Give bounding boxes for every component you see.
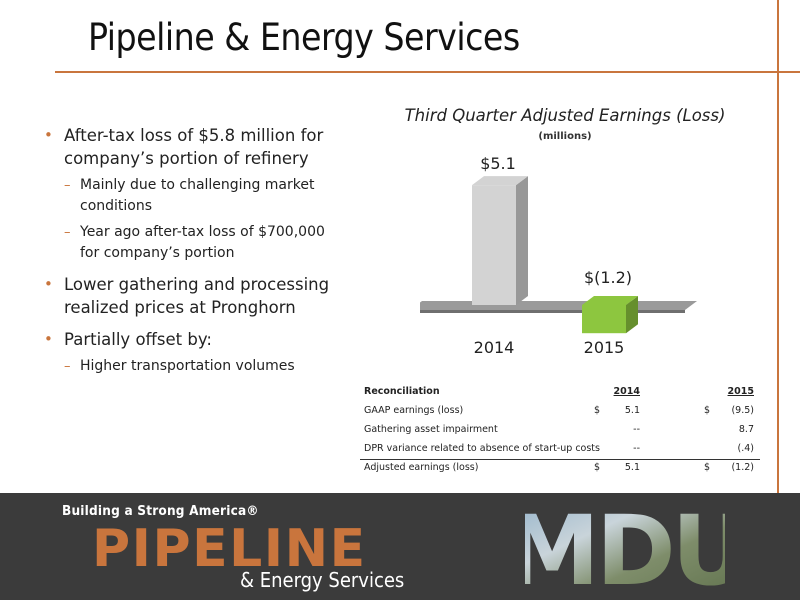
mdu-logo: MDU: [525, 498, 725, 590]
table-total-row: Adjusted earnings (loss) $ 5.1 $ (1.2): [360, 459, 760, 478]
table-header-row: Reconciliation 2014 2015: [360, 383, 760, 402]
vertical-accent-line: [777, 0, 779, 493]
bullet-dot-icon: •: [44, 275, 53, 293]
value-2014: --: [633, 424, 640, 435]
sub-bullet-item: – Mainly due to challenging market condit…: [38, 175, 338, 217]
sub-bullet-item: – Higher transportation volumes: [38, 356, 338, 377]
bar-2015: [582, 305, 626, 334]
bullet-item: • Partially offset by:: [38, 328, 338, 351]
value-2014: 5.1: [624, 462, 640, 473]
sub-bullet-text: Higher transportation volumes: [80, 358, 295, 374]
row-label: DPR variance related to absence of start…: [364, 443, 600, 454]
row-label: Gathering asset impairment: [364, 424, 498, 435]
title-underline: [55, 71, 800, 73]
earnings-chart: $5.1 2014 $(1.2) 2015: [420, 154, 697, 357]
footer-banner: [0, 493, 800, 600]
tagline: Building a Strong America®: [62, 503, 259, 519]
data-label: $(1.2): [584, 268, 632, 287]
bullet-dot-icon: •: [44, 330, 53, 348]
currency-symbol: $: [594, 405, 601, 416]
table-row: DPR variance related to absence of start…: [360, 440, 760, 459]
bar-side: [516, 176, 528, 305]
bullet-text: Lower gathering and processing realized …: [64, 275, 330, 317]
chart-title: Third Quarter Adjusted Earnings (Loss): [404, 106, 726, 125]
page-title: Pipeline & Energy Services: [88, 16, 520, 59]
table-title: Reconciliation: [364, 386, 440, 397]
brand-wordmark: PIPELINE: [92, 519, 367, 579]
mdu-logo-text: MDU: [525, 498, 725, 590]
bar-top: [582, 296, 638, 305]
bullet-text: Partially offset by:: [64, 330, 212, 349]
column-header-2015: 2015: [727, 386, 754, 397]
bullet-dot-icon: •: [44, 126, 53, 144]
column-header-2014: 2014: [613, 386, 640, 397]
dash-icon: –: [64, 359, 71, 374]
chart-floor: [420, 301, 697, 310]
sub-bullet-item: – Year ago after-tax loss of $700,000 for…: [38, 222, 338, 264]
table-row: GAAP earnings (loss) $ 5.1 $ (9.5): [360, 402, 760, 421]
bullet-item: • After-tax loss of $5.8 million for comp…: [38, 124, 338, 170]
currency-symbol: $: [704, 462, 711, 473]
value-2015: 8.7: [738, 424, 754, 435]
value-2014: 5.1: [624, 405, 640, 416]
currency-symbol: $: [704, 405, 711, 416]
value-2015: (1.2): [731, 462, 754, 473]
sub-bullet-text: Mainly due to challenging market conditi…: [80, 177, 315, 214]
value-2015: (9.5): [731, 405, 754, 416]
category-label: 2014: [474, 338, 515, 357]
row-label: Adjusted earnings (loss): [364, 462, 479, 473]
row-label: GAAP earnings (loss): [364, 405, 464, 416]
value-2014: --: [633, 443, 640, 454]
bar-2014: [472, 185, 516, 305]
bar-side: [626, 296, 638, 334]
chart-subtitle: (millions): [538, 131, 592, 142]
bullet-item: • Lower gathering and processing realized…: [38, 273, 338, 319]
category-label: 2015: [584, 338, 625, 357]
table-row: Gathering asset impairment -- 8.7: [360, 421, 760, 440]
dash-icon: –: [64, 225, 71, 240]
bar-top: [472, 176, 528, 186]
value-2015: (.4): [737, 443, 754, 454]
brand-subtitle: & Energy Services: [240, 568, 405, 592]
dash-icon: –: [64, 178, 71, 193]
reconciliation-table: Reconciliation 2014 2015 GAAP earnings (…: [360, 383, 760, 478]
bullet-text: After-tax loss of $5.8 million for compa…: [64, 126, 324, 168]
currency-symbol: $: [594, 462, 601, 473]
chart-floor-edge: [420, 310, 685, 313]
total-divider: [360, 459, 760, 460]
bullet-list: • After-tax loss of $5.8 million for comp…: [38, 124, 338, 386]
sub-bullet-text: Year ago after-tax loss of $700,000 for …: [80, 224, 325, 261]
data-label: $5.1: [480, 154, 516, 173]
